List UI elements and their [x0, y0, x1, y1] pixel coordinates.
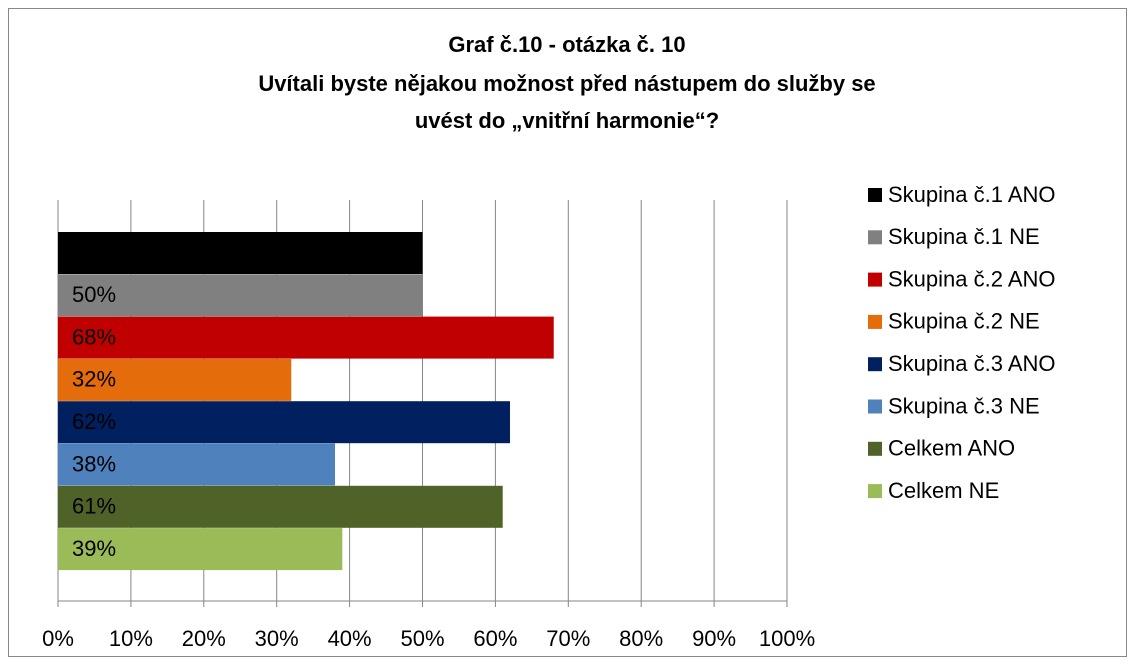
bar [58, 358, 292, 401]
bar [58, 443, 336, 486]
bar [58, 401, 510, 444]
legend-label: Skupina č.2 NE [888, 309, 1040, 334]
chart-title: uvést do „vnitřní harmonie“? [415, 108, 719, 133]
x-tick-label: 50% [400, 626, 444, 651]
bar [58, 528, 343, 571]
x-tick-label: 20% [182, 626, 226, 651]
bar [58, 232, 423, 274]
legend-swatch [868, 188, 882, 202]
legend-swatch [868, 484, 882, 499]
legend-swatch [868, 272, 882, 287]
chart-title: Graf č.10 - otázka č. 10 [448, 32, 685, 57]
legend-swatch [868, 357, 882, 372]
x-tick-label: 10% [109, 626, 153, 651]
data-label: 50% [72, 282, 116, 307]
x-tick-label: 100% [759, 626, 815, 651]
x-tick-label: 80% [619, 626, 663, 651]
legend-label: Celkem ANO [888, 436, 1015, 461]
x-tick-label: 60% [473, 626, 517, 651]
data-label: 62% [72, 409, 116, 434]
x-tick-label: 0% [42, 626, 74, 651]
data-label: 68% [72, 324, 116, 349]
bar [58, 316, 554, 359]
legend-swatch [868, 230, 882, 245]
legend-label: Skupina č.2 ANO [888, 266, 1056, 291]
legend-label: Skupina č.1 NE [888, 224, 1040, 249]
x-tick-label: 90% [692, 626, 736, 651]
legend-label: Skupina č.3 NE [888, 393, 1040, 418]
x-tick-label: 70% [546, 626, 590, 651]
x-tick-label: 30% [255, 626, 299, 651]
x-tick-label: 40% [328, 626, 372, 651]
legend-swatch [868, 399, 882, 414]
legend-swatch [868, 441, 882, 456]
data-label: 61% [72, 494, 116, 519]
bar [58, 274, 423, 317]
legend-label: Skupina č.3 ANO [888, 351, 1056, 376]
data-label: 50% [72, 240, 116, 265]
data-label: 38% [72, 451, 116, 476]
legend-swatch [868, 314, 882, 329]
data-label: 32% [72, 367, 116, 392]
legend-label: Celkem NE [888, 478, 999, 503]
bar [58, 485, 503, 528]
legend-label: Skupina č.1 ANO [888, 182, 1056, 207]
data-label: 39% [72, 536, 116, 561]
chart-title: Uvítali byste nějakou možnost před nástu… [258, 71, 875, 96]
